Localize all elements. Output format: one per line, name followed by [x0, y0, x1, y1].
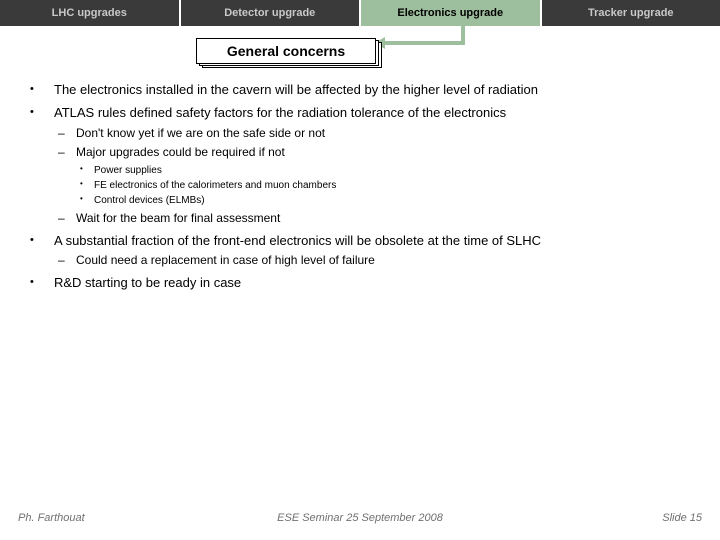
bullet-text: R&D starting to be ready in case: [54, 275, 241, 290]
subsub-bullet-item: Control devices (ELMBs): [76, 194, 698, 207]
bullet-item: A substantial fraction of the front-end …: [22, 233, 698, 269]
slide-body: The electronics installed in the cavern …: [22, 82, 698, 298]
bullet-item: The electronics installed in the cavern …: [22, 82, 698, 99]
slide-title: General concerns: [196, 38, 376, 64]
tab-label: Detector upgrade: [224, 7, 315, 19]
connector-arrow: [457, 26, 467, 54]
tab-lhc-upgrades[interactable]: LHC upgrades: [0, 0, 181, 26]
bullet-text: Could need a replacement in case of high…: [76, 253, 375, 267]
slide-footer: Ph. Farthouat ESE Seminar 25 September 2…: [0, 512, 720, 530]
bullet-text: Don't know yet if we are on the safe sid…: [76, 126, 325, 140]
footer-slide-number: Slide 15: [662, 512, 702, 524]
subsub-bullet-item: FE electronics of the calorimeters and m…: [76, 179, 698, 192]
bullet-text: ATLAS rules defined safety factors for t…: [54, 105, 506, 120]
tab-label: Tracker upgrade: [588, 7, 674, 19]
footer-event: ESE Seminar 25 September 2008: [0, 512, 720, 524]
tab-tracker-upgrade[interactable]: Tracker upgrade: [542, 0, 720, 26]
subsub-bullet-item: Power supplies: [76, 164, 698, 177]
title-box-stack: General concerns: [196, 38, 382, 68]
bullet-text: The electronics installed in the cavern …: [54, 82, 538, 97]
tab-detector-upgrade[interactable]: Detector upgrade: [181, 0, 362, 26]
bullet-item: R&D starting to be ready in case: [22, 275, 698, 292]
bullet-text: A substantial fraction of the front-end …: [54, 233, 541, 248]
bullet-item: ATLAS rules defined safety factors for t…: [22, 105, 698, 227]
bullet-text: Major upgrades could be required if not: [76, 145, 285, 159]
bullet-text: Power supplies: [94, 165, 162, 176]
bullet-text: Control devices (ELMBs): [94, 195, 205, 206]
sub-bullet-item: Major upgrades could be required if not …: [54, 145, 698, 207]
tab-label: Electronics upgrade: [397, 7, 503, 19]
sub-bullet-item: Don't know yet if we are on the safe sid…: [54, 126, 698, 142]
sub-bullet-item: Could need a replacement in case of high…: [54, 253, 698, 269]
top-nav-bar: LHC upgrades Detector upgrade Electronic…: [0, 0, 720, 26]
bullet-text: FE electronics of the calorimeters and m…: [94, 180, 336, 191]
bullet-text: Wait for the beam for final assessment: [76, 211, 280, 225]
tab-label: LHC upgrades: [52, 7, 127, 19]
tab-electronics-upgrade[interactable]: Electronics upgrade: [361, 0, 542, 26]
sub-bullet-item: Wait for the beam for final assessment: [54, 211, 698, 227]
